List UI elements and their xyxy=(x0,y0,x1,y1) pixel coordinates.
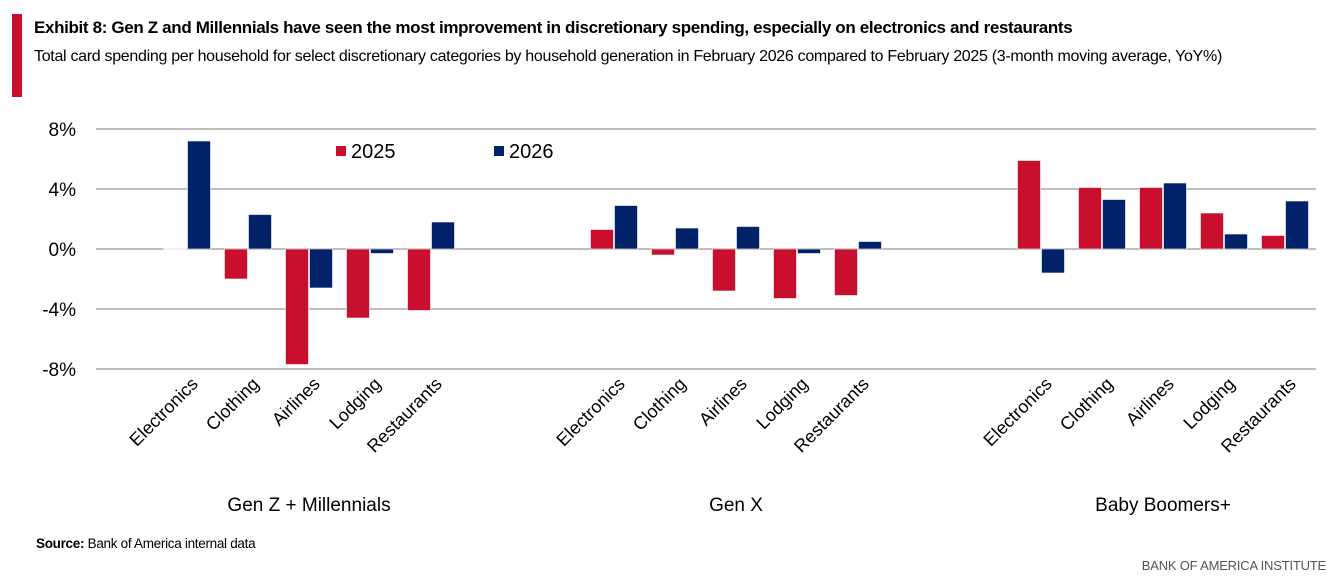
bar-2025-clothing xyxy=(224,248,248,280)
title-accent-bar xyxy=(12,14,22,97)
bar-2026-lodging xyxy=(370,248,394,254)
legend-item-2025: 2025 xyxy=(336,141,396,163)
legend-label: 2025 xyxy=(351,141,396,163)
bars xyxy=(163,140,1309,365)
bar-2026-electronics xyxy=(614,205,638,250)
bar-2025-restaurants xyxy=(834,248,858,296)
legend-swatch xyxy=(494,146,504,156)
x-tick-label: Lodging xyxy=(1179,374,1238,433)
x-tick-label: Clothing xyxy=(629,374,690,435)
bar-2026-lodging xyxy=(1224,233,1248,250)
x-tick-label: Airlines xyxy=(695,374,751,430)
y-axis-tick-labels: 8% 4% 0% -4% -8% xyxy=(42,120,76,381)
y-tick-label: 0% xyxy=(49,240,77,261)
x-tick-label: Clothing xyxy=(1056,374,1117,435)
chart-subtitle: Total card spending per household for se… xyxy=(34,48,1222,65)
x-axis-category-labels: Electronics Clothing Airlines LodgingRestau… xyxy=(125,374,1299,457)
x-tick-label: Airlines xyxy=(1122,374,1178,430)
source-text: Bank of America internal data xyxy=(87,536,256,551)
legend: 2025 2026 xyxy=(336,141,554,163)
x-tick-label: Electronics xyxy=(552,374,628,450)
group-label: Baby Boomers+ xyxy=(1095,495,1231,516)
legend-item-2026: 2026 xyxy=(494,141,554,163)
bar-2026-clothing xyxy=(675,227,699,250)
x-tick-label: Lodging xyxy=(325,374,384,433)
source-label: Source: xyxy=(36,536,85,551)
bar-2025-clothing xyxy=(651,248,675,256)
x-axis-group-labels: Gen Z + Millennials Gen X Baby Boomers+ xyxy=(227,495,1230,516)
bar-2025-airlines xyxy=(1139,187,1163,250)
bar-2026-airlines xyxy=(736,226,760,250)
bar-2026-clothing xyxy=(1102,199,1126,250)
bar-2025-electronics xyxy=(590,229,614,250)
y-tick-label: -4% xyxy=(42,300,76,321)
x-tick-label: Clothing xyxy=(202,374,263,435)
x-tick-label: Electronics xyxy=(979,374,1055,450)
group-label: Gen X xyxy=(709,495,763,516)
bar-2025-restaurants xyxy=(1261,235,1285,250)
bar-2025-electronics xyxy=(163,248,187,250)
bar-2025-lodging xyxy=(773,248,797,299)
source-note: Source: Bank of America internal data xyxy=(36,536,256,551)
bar-2026-clothing xyxy=(248,214,272,250)
gridlines xyxy=(96,128,1316,370)
y-tick-label: 8% xyxy=(49,120,77,141)
bar-2025-electronics xyxy=(1017,160,1041,250)
bar-2026-restaurants xyxy=(431,221,455,250)
x-tick-label: Airlines xyxy=(268,374,324,430)
legend-swatch xyxy=(336,146,346,156)
bar-2025-airlines xyxy=(712,248,736,292)
bar-2026-airlines xyxy=(309,248,333,289)
bar-2026-electronics xyxy=(1041,248,1065,274)
bar-2025-restaurants xyxy=(407,248,431,311)
group-label: Gen Z + Millennials xyxy=(227,495,390,516)
bar-2026-electronics xyxy=(187,140,211,250)
y-tick-label: -8% xyxy=(42,360,76,381)
bar-2026-restaurants xyxy=(1285,200,1309,250)
bar-2026-restaurants xyxy=(858,241,882,250)
x-tick-label: Lodging xyxy=(752,374,811,433)
x-tick-label: Electronics xyxy=(125,374,201,450)
bar-2025-lodging xyxy=(1200,212,1224,250)
bar-2026-lodging xyxy=(797,248,821,254)
chart-title: Exhibit 8: Gen Z and Millennials have se… xyxy=(34,18,1073,37)
bar-2026-airlines xyxy=(1163,182,1187,250)
brand-logo-text: BANK OF AMERICA INSTITUTE xyxy=(1141,558,1326,573)
bar-2025-airlines xyxy=(285,248,309,365)
bar-2025-lodging xyxy=(346,248,370,319)
y-tick-label: 4% xyxy=(49,180,77,201)
legend-label: 2026 xyxy=(509,141,554,163)
bar-2025-clothing xyxy=(1078,187,1102,250)
